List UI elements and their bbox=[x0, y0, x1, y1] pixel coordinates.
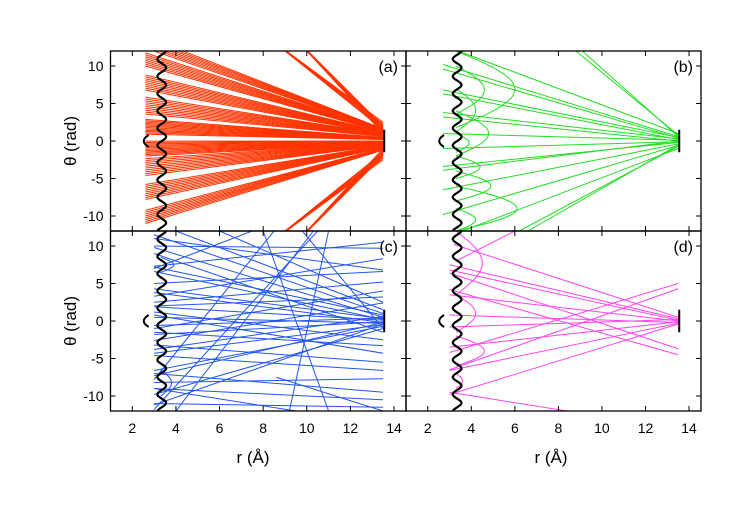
trajectory-line bbox=[456, 231, 515, 261]
trajectory-line bbox=[450, 392, 568, 411]
y-tick-label: -10 bbox=[83, 388, 103, 404]
x-tick-label: 4 bbox=[172, 420, 180, 436]
x-axis-label-right: r (Å) bbox=[534, 448, 567, 467]
y-tick-label: -5 bbox=[91, 171, 104, 187]
trajectory-line bbox=[450, 270, 679, 320]
x-tick-label: 8 bbox=[259, 420, 267, 436]
x-tick-label: 12 bbox=[638, 420, 654, 436]
y-tick-label: 10 bbox=[88, 238, 104, 254]
panel-d-trajectories bbox=[439, 231, 679, 411]
trajectory-line bbox=[450, 289, 679, 370]
x-tick-label: 6 bbox=[511, 420, 519, 436]
x-tick-label: 2 bbox=[424, 420, 432, 436]
y-tick-label: 10 bbox=[88, 58, 104, 74]
trajectory-line bbox=[443, 90, 678, 137]
trajectory-line bbox=[450, 323, 679, 370]
trajectory-line bbox=[154, 248, 383, 318]
trajectory-line bbox=[450, 295, 679, 321]
trajectory-line bbox=[443, 144, 678, 190]
trajectory-line bbox=[450, 315, 679, 323]
panel-label: (b) bbox=[673, 59, 693, 76]
trajectory-line bbox=[450, 290, 679, 355]
x-tick-label: 14 bbox=[681, 420, 697, 436]
x-tick-label: 14 bbox=[386, 420, 402, 436]
trajectory-line bbox=[154, 324, 383, 405]
trajectory-line bbox=[154, 329, 383, 395]
trajectory-line bbox=[450, 284, 679, 353]
inner-cap bbox=[439, 315, 444, 327]
panel-label: (d) bbox=[673, 239, 693, 256]
trajectory-line bbox=[443, 143, 678, 167]
panel-c-frame bbox=[111, 231, 407, 411]
x-tick-label: 6 bbox=[216, 420, 224, 436]
inner-cap bbox=[144, 315, 149, 327]
x-tick-label: 12 bbox=[343, 420, 359, 436]
trajectory-arc bbox=[456, 336, 484, 366]
x-tick-label: 8 bbox=[555, 420, 563, 436]
wavy-wall bbox=[453, 231, 462, 411]
trajectory-line bbox=[154, 312, 383, 340]
y-tick-label: -10 bbox=[83, 208, 103, 224]
trajectory-line bbox=[454, 245, 678, 318]
trajectory-line bbox=[154, 272, 383, 320]
y-tick-label: 0 bbox=[96, 313, 104, 329]
x-axis-label-left: r (Å) bbox=[236, 448, 269, 467]
panel-b-trajectories bbox=[439, 51, 679, 231]
panel-a-trajectories bbox=[144, 40, 384, 232]
trajectory-line bbox=[528, 145, 678, 231]
panel-b-frame bbox=[406, 51, 701, 231]
trajectory-line bbox=[154, 40, 383, 129]
x-tick-label: 10 bbox=[594, 420, 610, 436]
trajectory-line bbox=[154, 379, 383, 383]
trajectory-arc bbox=[456, 51, 515, 128]
inner-cap bbox=[439, 135, 444, 147]
panel-c-trajectories bbox=[144, 231, 384, 411]
trajectory-line bbox=[154, 374, 383, 393]
trajectory-line bbox=[458, 51, 678, 134]
wavy-wall bbox=[453, 51, 462, 231]
y-tick-label: 5 bbox=[96, 96, 104, 112]
y-tick-label: 0 bbox=[96, 133, 104, 149]
y-tick-label: -5 bbox=[91, 351, 104, 367]
y-axis-label-top: θ (rad) bbox=[61, 116, 80, 166]
panel-label: (c) bbox=[379, 239, 398, 256]
y-tick-label: 5 bbox=[96, 276, 104, 292]
panel-label: (a) bbox=[378, 59, 398, 76]
x-tick-label: 10 bbox=[299, 420, 315, 436]
x-tick-label: 2 bbox=[128, 420, 136, 436]
x-tick-label: 4 bbox=[467, 420, 475, 436]
trajectory-arc bbox=[456, 186, 517, 231]
y-axis-label-bottom: θ (rad) bbox=[61, 296, 80, 346]
